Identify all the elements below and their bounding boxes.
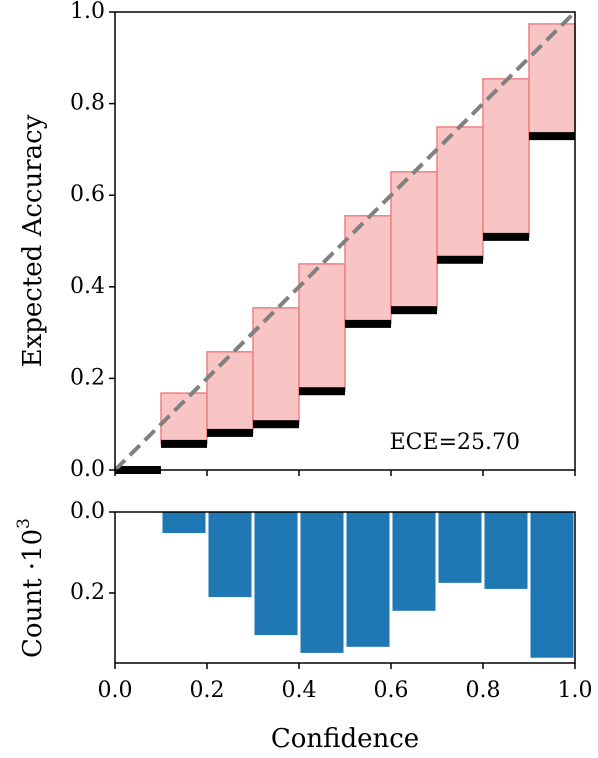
y-tick-label: 0.2 [70,580,105,605]
accuracy-bar [529,132,575,141]
y-tick-label: 1.0 [70,0,105,24]
x-tick-label: 0.8 [466,678,501,703]
accuracy-bar [391,306,437,315]
count-bar [300,512,344,653]
x-tick-label: 1.0 [558,678,593,703]
gap-bar [344,215,392,325]
accuracy-bar [161,439,207,448]
accuracy-bar [299,387,345,396]
accuracy-bar [207,428,253,437]
y-axis-label-text: Count ·10 [18,529,48,658]
gap-bar [298,263,346,392]
x-axis-label: Confidence [271,724,419,754]
y-tick-label: 0.8 [70,91,105,116]
x-tick-label: 0.4 [282,678,317,703]
y-tick-label: 0.2 [70,365,105,390]
y-axis-label-sup: 3 [14,518,34,529]
accuracy-bar [345,319,391,328]
gap-bar [252,307,300,425]
count-bar [208,512,252,598]
accuracy-bar [253,420,299,429]
count-bar [438,512,482,583]
y-tick-label: 0.4 [70,274,105,299]
count-bar [484,512,528,589]
axes-frame [114,11,576,471]
y-tick-label: 0.0 [70,499,105,524]
count-bar [254,512,298,636]
y-tick-label: 0.6 [70,182,105,207]
count-bar [392,512,436,611]
gap-bar [206,351,254,434]
y-axis-label: Expected Accuracy [18,114,48,367]
count-bar [530,512,574,658]
x-tick-label: 0.2 [190,678,225,703]
gap-bar [482,78,530,238]
diagonal [113,10,577,472]
count-bar [346,512,390,647]
x-tick-label: 0.0 [98,678,133,703]
annotation: ECE=25.70 [390,430,520,455]
count-bar [162,512,206,534]
accuracy-bar [437,255,483,264]
axes-frame [114,511,576,664]
accuracy-bar [483,232,529,241]
gap-bar [436,126,484,261]
y-tick-label: 0.0 [70,457,105,482]
gap-bar [390,171,438,311]
y-axis-label: Count ·103 [14,518,49,658]
gap-bar [528,23,576,137]
x-tick-label: 0.6 [374,678,409,703]
